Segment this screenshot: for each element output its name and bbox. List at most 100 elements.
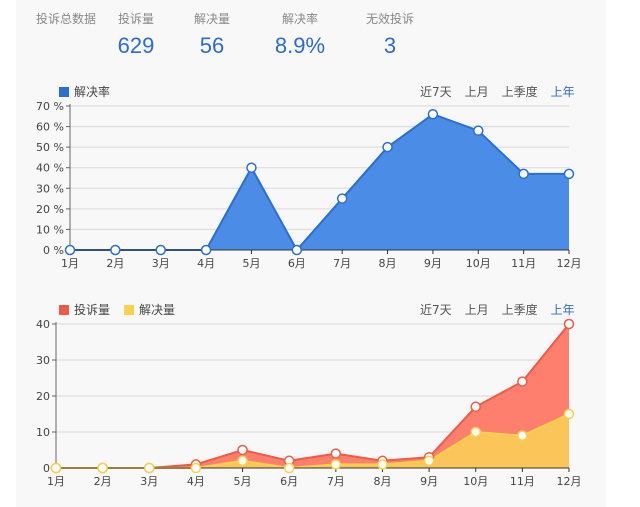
legend-swatch: [59, 304, 69, 315]
legend-item-rate[interactable]: 解决率: [59, 83, 110, 100]
rate-chart-legend: 解决率: [59, 83, 120, 100]
data-point[interactable]: [97, 462, 108, 474]
range-option-last-quarter[interactable]: 上季度: [501, 303, 538, 317]
data-point[interactable]: [237, 444, 248, 456]
stat-invalid: 无效投诉 3: [356, 10, 424, 59]
x-tick-label: 11月: [511, 257, 536, 270]
x-tick-label: 1月: [47, 475, 65, 488]
resolve-rate-area-chart: 0 % 10 % 20 % 30 % 40 % 50 % 60 % 70 % 1月 2月 3月 4月 5…: [36, 100, 582, 270]
stat-label: 解决量: [193, 12, 230, 26]
y-tick-label: 0 %: [43, 244, 64, 257]
y-tick-label: 10 %: [36, 223, 64, 236]
data-point[interactable]: [470, 426, 481, 438]
x-tick-label: 5月: [242, 257, 260, 270]
x-tick-label: 2月: [106, 257, 124, 270]
summary-title: 投诉总数据: [36, 12, 97, 26]
data-point[interactable]: [517, 430, 528, 441]
range-option-last-year[interactable]: 上年: [550, 303, 575, 317]
data-point[interactable]: [473, 125, 484, 136]
y-tick-label: 50 %: [36, 141, 64, 154]
stat-value: 3: [383, 33, 397, 58]
data-point[interactable]: [283, 462, 295, 474]
legend-swatch: [124, 304, 135, 315]
legend-item-resolved[interactable]: 解决量: [124, 301, 175, 318]
y-tick-label: 0: [43, 462, 50, 475]
range-option-last-month[interactable]: 上月: [464, 303, 489, 317]
data-point[interactable]: [336, 193, 348, 204]
y-tick-label: 20: [36, 390, 50, 403]
legend-label: 投诉量: [74, 303, 111, 317]
data-point[interactable]: [423, 455, 435, 467]
stat-resolved: 解决量 56: [184, 10, 240, 59]
x-tick-label: 10月: [463, 475, 488, 488]
summary-stats: 投诉总数据 投诉量 629 解决量 56 解决率 8.9% 无效投诉 3: [16, 0, 606, 70]
data-point[interactable]: [110, 244, 121, 256]
x-tick-label: 4月: [197, 257, 215, 270]
x-tick-label: 11月: [510, 475, 535, 488]
data-point[interactable]: [377, 459, 388, 470]
stat-value: 56: [199, 33, 225, 58]
data-point[interactable]: [144, 462, 155, 474]
y-tick-label: 10: [36, 426, 50, 439]
stat-value: 8.9%: [274, 33, 326, 58]
x-tick-label: 8月: [373, 475, 391, 488]
x-tick-label: 7月: [327, 475, 345, 488]
x-tick-label: 10月: [466, 257, 491, 270]
data-point[interactable]: [200, 244, 212, 256]
x-tick-label: 5月: [234, 475, 252, 488]
stat-value: 629: [117, 33, 155, 58]
x-tick-label: 9月: [424, 257, 442, 270]
data-point[interactable]: [563, 168, 575, 180]
data-point[interactable]: [64, 244, 76, 256]
x-tick-label: 12月: [557, 475, 582, 488]
x-tick-label: 3月: [140, 475, 158, 488]
data-point[interactable]: [330, 459, 342, 470]
data-point[interactable]: [190, 462, 202, 474]
y-tick-label: 30: [36, 354, 50, 367]
x-tick-label: 7月: [333, 257, 351, 270]
data-point[interactable]: [563, 408, 575, 420]
data-point[interactable]: [155, 244, 166, 256]
range-option-7days[interactable]: 近7天: [420, 303, 452, 317]
data-point[interactable]: [382, 141, 393, 153]
range-option-last-quarter[interactable]: 上季度: [501, 85, 538, 99]
x-tick-label: 4月: [187, 475, 205, 488]
x-tick-label: 8月: [379, 257, 397, 270]
range-option-7days[interactable]: 近7天: [420, 85, 452, 99]
data-point[interactable]: [330, 448, 342, 459]
stat-resolve-rate: 解决率 8.9%: [268, 10, 332, 59]
data-point[interactable]: [50, 462, 62, 474]
data-point[interactable]: [470, 401, 481, 413]
data-point[interactable]: [291, 244, 303, 256]
range-option-last-month[interactable]: 上月: [464, 85, 489, 99]
data-point[interactable]: [246, 162, 257, 173]
x-tick-label: 1月: [61, 257, 79, 270]
volume-area-chart: 0 10 20 30 40 1月 2月 3月 4月 5月 6月 7月 8月 9月 10月 11月 12月: [36, 318, 582, 488]
volume-chart-legend: 投诉量 解决量: [59, 301, 185, 318]
legend-swatch: [59, 86, 69, 97]
x-tick-label: 6月: [280, 475, 298, 488]
legend-label: 解决量: [139, 303, 176, 317]
data-point[interactable]: [517, 376, 528, 387]
y-tick-label: 30 %: [36, 182, 64, 195]
y-tick-label: 40 %: [36, 162, 64, 175]
y-tick-label: 60 %: [36, 121, 64, 134]
x-tick-label: 9月: [420, 475, 438, 488]
range-option-last-year[interactable]: 上年: [550, 85, 575, 99]
y-tick-label: 20 %: [36, 203, 64, 216]
volume-chart-range-selector: 近7天 上月 上季度 上年: [420, 301, 575, 318]
x-tick-label: 6月: [288, 257, 306, 270]
stat-label: 投诉量: [117, 12, 154, 26]
stat-complaints: 投诉量 629: [108, 10, 164, 59]
x-tick-label: 3月: [152, 257, 170, 270]
data-point[interactable]: [427, 108, 439, 120]
complaint-dashboard-panel: 投诉总数据 投诉量 629 解决量 56 解决率 8.9% 无效投诉 3 解决率…: [16, 0, 606, 507]
data-point[interactable]: [237, 455, 248, 467]
stat-label: 解决率: [281, 12, 318, 26]
legend-item-complaints[interactable]: 投诉量: [59, 301, 110, 318]
x-tick-label: 12月: [557, 257, 582, 270]
data-point[interactable]: [518, 168, 529, 180]
rate-chart-range-selector: 近7天 上月 上季度 上年: [420, 83, 575, 100]
y-tick-label: 40: [36, 318, 50, 331]
data-point[interactable]: [563, 318, 575, 330]
